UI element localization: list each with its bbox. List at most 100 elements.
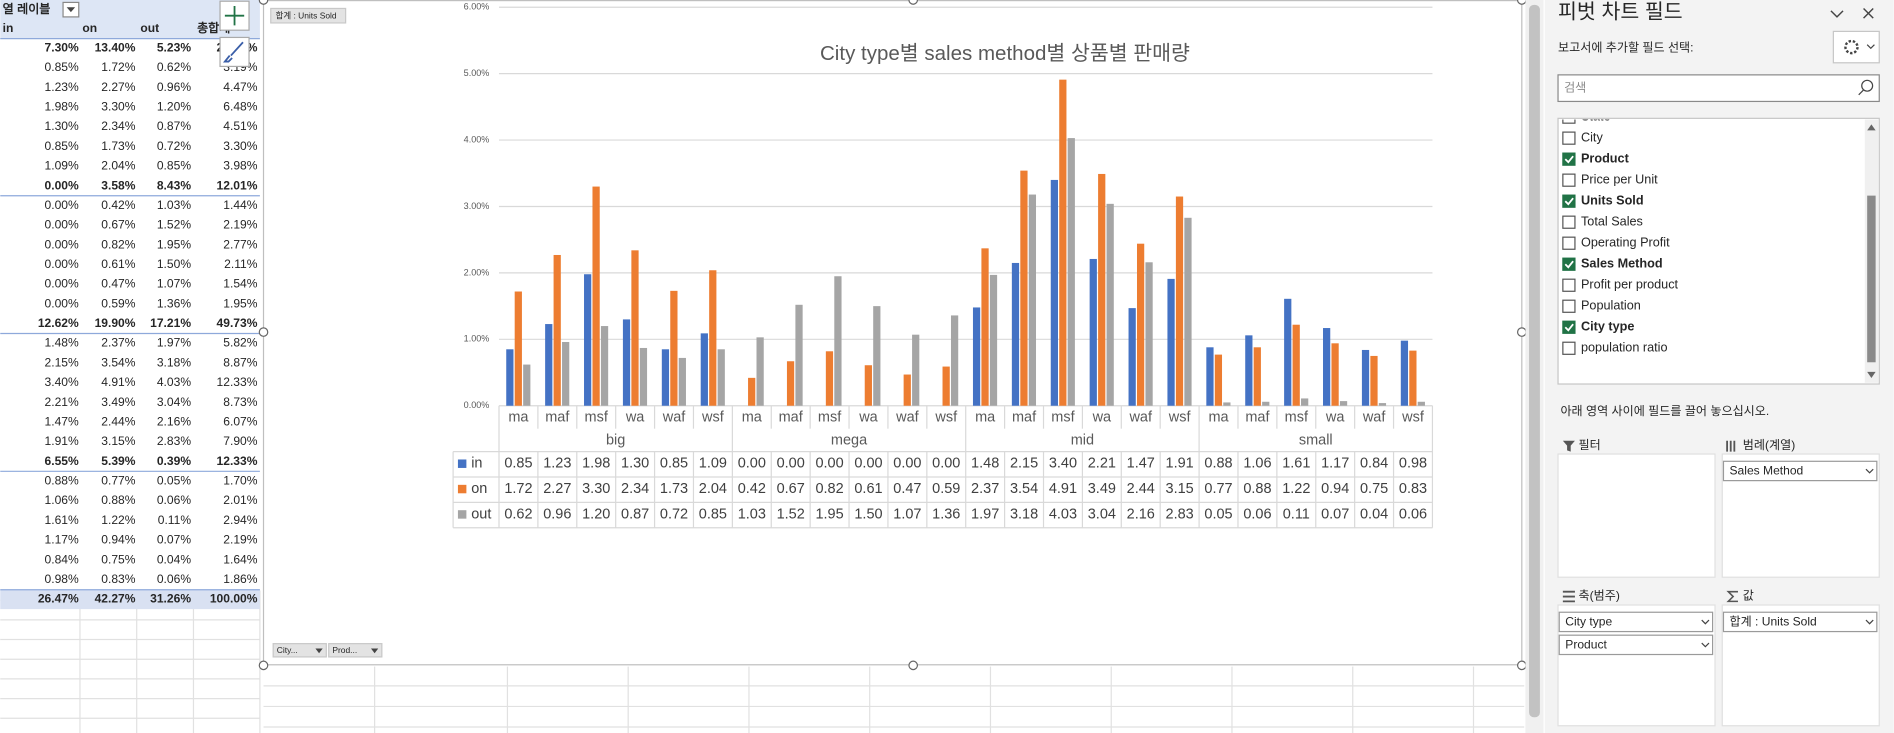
- collapse-icon[interactable]: [1830, 10, 1844, 18]
- area-field-dropdown[interactable]: [1558, 634, 1714, 656]
- data-table-value: 0.88: [1243, 481, 1271, 497]
- bar: [942, 366, 950, 406]
- legend-label: out: [471, 506, 491, 522]
- area-label: 축(범주): [1579, 589, 1620, 603]
- field-name[interactable]: Population: [1581, 299, 1641, 313]
- resize-handle[interactable]: [1516, 0, 1527, 5]
- bar: [670, 290, 678, 406]
- bar: [1011, 262, 1020, 406]
- category-label: wa: [858, 410, 878, 426]
- category-label: wsf: [1168, 410, 1192, 426]
- category-label: wsf: [701, 410, 725, 426]
- axis-field-button[interactable]: [328, 643, 383, 658]
- area-field-name: City type: [1565, 615, 1612, 629]
- field-checkbox[interactable]: [1562, 236, 1576, 250]
- category-label: waf: [895, 410, 920, 426]
- cell-value: 1.61%: [45, 513, 79, 527]
- bar: [1253, 347, 1261, 406]
- field-checkbox[interactable]: [1562, 257, 1576, 271]
- bar: [989, 274, 998, 406]
- cell-value: 2.37%: [101, 336, 135, 350]
- category-label: maf: [545, 410, 570, 426]
- data-table-value: 1.91: [1166, 456, 1194, 472]
- data-table-value: 1.03: [738, 506, 766, 522]
- resize-handle[interactable]: [258, 0, 269, 5]
- field-checkbox[interactable]: [1562, 111, 1576, 124]
- field-name[interactable]: City type: [1581, 320, 1634, 334]
- data-table-value: 0.42: [738, 481, 766, 497]
- cell-value: 1.72%: [101, 60, 135, 74]
- plus-icon: [224, 6, 245, 26]
- bar: [903, 374, 911, 406]
- data-table-value: 0.04: [1360, 506, 1388, 522]
- category-label: maf: [779, 410, 804, 426]
- area-field-dropdown[interactable]: [1558, 611, 1714, 633]
- area-field-dropdown[interactable]: [1722, 611, 1878, 633]
- axis-field-button[interactable]: [272, 643, 327, 658]
- field-scroll-thumb[interactable]: [1867, 195, 1876, 363]
- field-name[interactable]: Profit per product: [1581, 278, 1679, 292]
- data-table-value: 0.07: [1321, 506, 1349, 522]
- close-icon[interactable]: [1863, 7, 1874, 19]
- resize-handle[interactable]: [908, 660, 919, 671]
- field-name[interactable]: Sales Method: [1581, 257, 1663, 271]
- check-mark: [1564, 260, 1574, 269]
- cell-value: 1.03%: [157, 198, 191, 212]
- field-checkbox[interactable]: [1562, 299, 1576, 313]
- field-name[interactable]: Operating Profit: [1581, 236, 1670, 250]
- bar: [1136, 243, 1145, 406]
- scroll-down[interactable]: [1867, 371, 1876, 378]
- cell-value: 1.64%: [223, 552, 257, 566]
- field-name[interactable]: Price per Unit: [1581, 173, 1658, 187]
- cell-value: 0.85%: [45, 60, 79, 74]
- field-checkbox[interactable]: [1562, 320, 1576, 334]
- cell-value: 1.48%: [45, 336, 79, 350]
- resize-handle[interactable]: [258, 327, 269, 337]
- field-name[interactable]: Total Sales: [1581, 215, 1643, 229]
- area-field-dropdown[interactable]: [1722, 460, 1878, 482]
- cell-value: 6.48%: [223, 100, 257, 114]
- data-table-value: 0.62: [504, 506, 532, 522]
- field-name[interactable]: population ratio: [1581, 341, 1668, 355]
- data-table-value: 1.72: [504, 481, 532, 497]
- cell-value: 2.19%: [223, 218, 257, 232]
- field-checkbox[interactable]: [1562, 341, 1576, 355]
- bar: [1206, 347, 1214, 406]
- data-table-value: 0.00: [854, 456, 882, 472]
- cell-value: 0.06%: [157, 493, 191, 507]
- bar: [1417, 401, 1425, 406]
- bar: [717, 349, 725, 406]
- bar: [1167, 278, 1175, 406]
- search-box[interactable]: [1557, 74, 1880, 103]
- value-field-button[interactable]: [270, 7, 347, 24]
- field-checkbox[interactable]: [1562, 152, 1576, 166]
- scroll-up[interactable]: [1867, 124, 1876, 131]
- data-table-value: 1.06: [1243, 456, 1271, 472]
- cell-value: 0.00%: [45, 178, 79, 192]
- cell-value: 6.07%: [223, 414, 257, 428]
- bar: [1400, 340, 1409, 406]
- resize-handle[interactable]: [1516, 660, 1527, 671]
- cell-value: 1.54%: [223, 277, 257, 291]
- field-checkbox[interactable]: [1562, 278, 1576, 292]
- legend-key: [457, 484, 467, 494]
- field-name[interactable]: Units Sold: [1581, 194, 1644, 208]
- resize-handle[interactable]: [258, 660, 269, 671]
- field-checkbox[interactable]: [1562, 194, 1576, 208]
- resize-handle[interactable]: [908, 0, 919, 5]
- cell-value: 0.07%: [157, 533, 191, 547]
- field-checkbox[interactable]: [1562, 131, 1576, 145]
- cell-value: 5.82%: [223, 336, 257, 350]
- cell-value: 1.30%: [45, 119, 79, 133]
- field-checkbox[interactable]: [1562, 215, 1576, 229]
- cell-value: 0.67%: [101, 218, 135, 232]
- field-name[interactable]: Product: [1581, 152, 1630, 166]
- category-label: wa: [1092, 410, 1112, 426]
- field-name[interactable]: State: [1581, 109, 1611, 124]
- cell-value: 0.00%: [45, 277, 79, 291]
- resize-handle[interactable]: [1516, 327, 1527, 337]
- scrollbar-thumb[interactable]: [1529, 4, 1540, 718]
- field-name[interactable]: City: [1581, 130, 1603, 144]
- field-checkbox[interactable]: [1562, 173, 1576, 187]
